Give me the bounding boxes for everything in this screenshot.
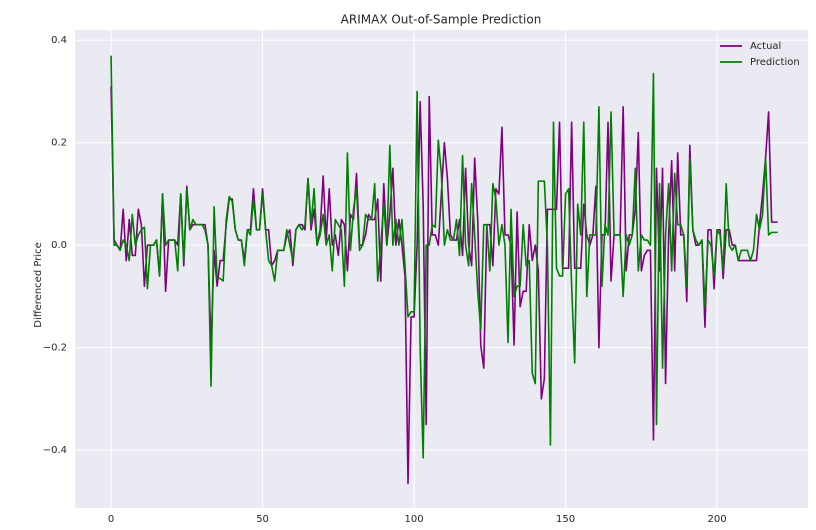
y-tick-label: 0.0 (51, 240, 67, 251)
lines (110, 55, 778, 485)
legend-label: Actual (750, 41, 781, 52)
tick-labels: −0.4 −0.2 0.0 0.2 0.4 0 50 100 150 200 (43, 35, 727, 525)
y-axis-label: Differenced Price (33, 242, 44, 327)
x-tick-label: 100 (405, 514, 424, 525)
x-tick-label: 150 (556, 514, 575, 525)
legend-label: Prediction (750, 57, 800, 68)
y-tick-label: −0.2 (43, 343, 67, 354)
y-tick-label: 0.4 (51, 35, 67, 46)
chart-title: ARIMAX Out-of-Sample Prediction (341, 13, 542, 27)
series-line (110, 55, 778, 459)
x-tick-label: 50 (256, 514, 269, 525)
y-tick-label: 0.2 (51, 138, 67, 149)
x-tick-label: 0 (108, 514, 114, 525)
y-tick-label: −0.4 (43, 445, 67, 456)
series-line (110, 86, 778, 485)
legend: Actual Prediction (720, 41, 800, 68)
plot-area (75, 30, 808, 508)
x-tick-label: 200 (708, 514, 727, 525)
